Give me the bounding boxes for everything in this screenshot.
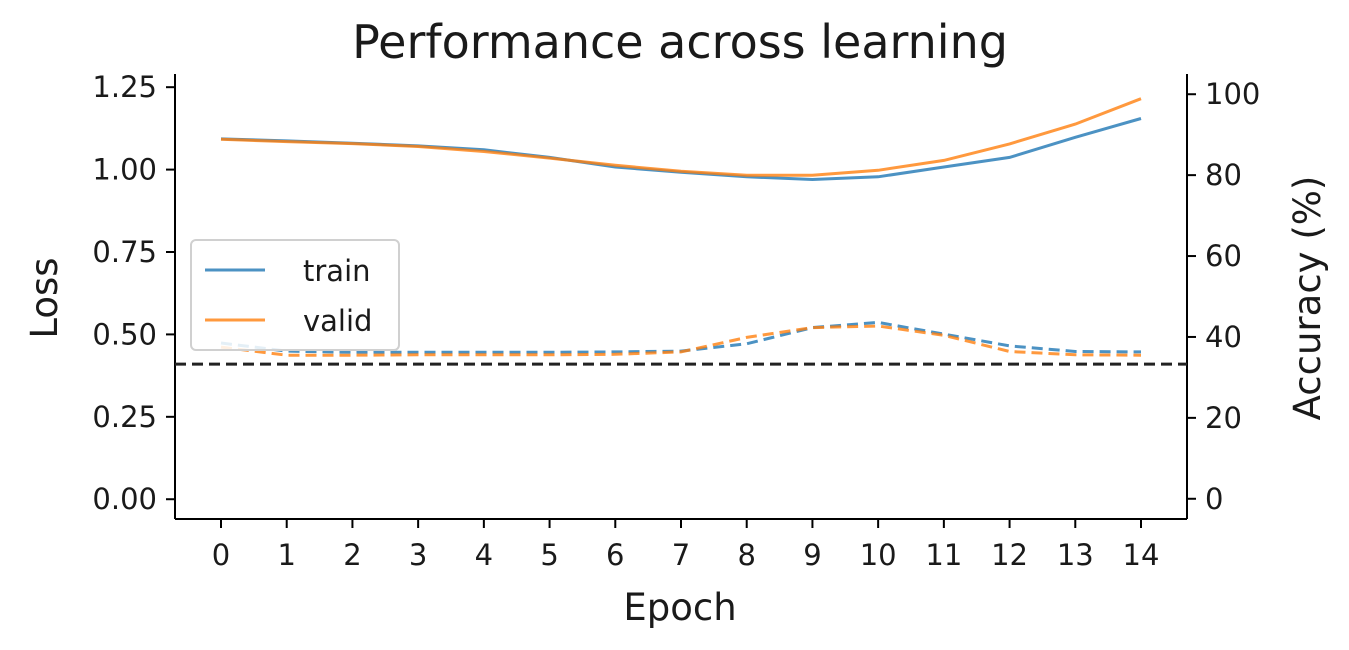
y-right-axis-label: Accuracy (%) <box>1286 176 1329 421</box>
y-right-tick-label: 100 <box>1205 77 1260 111</box>
legend-label-valid: valid <box>303 304 372 338</box>
y-left-axis-label: Loss <box>23 257 66 338</box>
x-tick-label: 11 <box>925 538 962 572</box>
x-tick-label: 12 <box>991 538 1028 572</box>
x-tick-label: 14 <box>1123 538 1160 572</box>
y-left-tick-label: 0.75 <box>92 235 157 269</box>
series <box>175 97 1187 366</box>
x-tick-label: 7 <box>672 538 690 572</box>
y-right-ticks: 0 20 40 60 80 100 <box>1187 77 1260 516</box>
y-left-ticks: 0.00 0.25 0.50 0.75 1.00 1.25 <box>92 70 175 516</box>
x-tick-label: 4 <box>475 538 493 572</box>
y-right-tick-label: 80 <box>1205 158 1242 192</box>
y-right-tick-label: 20 <box>1205 401 1242 435</box>
x-tick-label: 1 <box>277 538 295 572</box>
x-tick-label: 13 <box>1057 538 1094 572</box>
x-tick-label: 2 <box>343 538 361 572</box>
x-tick-label: 3 <box>409 538 427 572</box>
y-left-tick-label: 0.25 <box>92 400 157 434</box>
x-tick-label: 6 <box>606 538 624 572</box>
legend: train valid <box>190 239 400 351</box>
y-left-tick-label: 1.00 <box>92 153 157 187</box>
x-ticks: 0 1 2 3 4 5 6 7 8 9 10 11 12 13 14 <box>212 519 1160 572</box>
x-tick-label: 10 <box>860 538 897 572</box>
loss-line-valid <box>220 97 1142 177</box>
accuracy-line-valid <box>220 324 1142 357</box>
x-tick-label: 9 <box>803 538 821 572</box>
x-tick-label: 5 <box>540 538 558 572</box>
x-tick-label: 8 <box>737 538 755 572</box>
y-left-tick-label: 0.50 <box>92 317 157 351</box>
chart-title: Performance across learning <box>352 15 1008 69</box>
y-right-tick-label: 0 <box>1205 482 1223 516</box>
y-left-tick-label: 1.25 <box>92 70 157 104</box>
legend-frame <box>190 239 400 351</box>
y-left-tick-label: 0.00 <box>92 482 157 516</box>
x-axis-label: Epoch <box>623 586 736 629</box>
y-right-tick-label: 60 <box>1205 239 1242 273</box>
legend-label-train: train <box>303 254 371 288</box>
x-tick-label: 0 <box>212 538 230 572</box>
y-right-tick-label: 40 <box>1205 320 1242 354</box>
